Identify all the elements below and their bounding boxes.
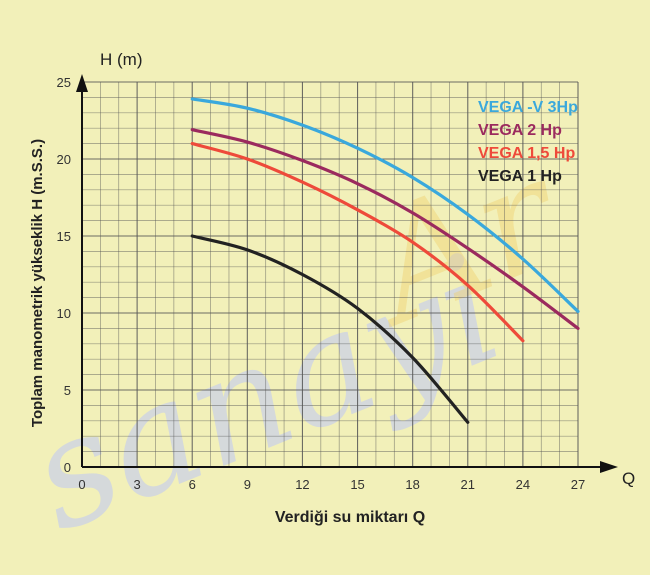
x-tick-label: 18 [405,477,419,492]
x-axis-label: Verdiği su miktarı Q [275,509,425,526]
x-tick-label: 21 [461,477,475,492]
x-axis-symbol: Q [622,469,635,488]
series-lines [190,97,580,424]
legend-entry-4: VEGA 1 Hp [478,168,562,185]
x-tick-label: 24 [516,477,530,492]
x-tick-label: 6 [189,477,196,492]
series-line-4 [190,234,470,424]
legend-entry-3: VEGA 1,5 Hp [478,145,575,162]
x-tick-label: 27 [571,477,585,492]
x-tick-labels: 0 3 6 9 12 15 18 21 24 27 [78,477,585,492]
series-line-2 [190,128,580,330]
y-tick-label: 10 [57,306,71,321]
x-tick-label: 3 [133,477,140,492]
series-line-1 [190,97,580,314]
x-tick-label: 9 [244,477,251,492]
series-line-3 [190,142,525,343]
chart-axes [76,74,618,473]
y-axis-arrow [76,74,88,92]
x-tick-label: 15 [350,477,364,492]
y-tick-labels: 0 5 10 15 20 25 [57,75,71,475]
x-tick-label: 0 [78,477,85,492]
y-tick-label: 20 [57,152,71,167]
x-axis-arrow [600,461,618,473]
legend-entry-1: VEGA -V 3Hp [478,99,578,116]
y-axis-symbol: H (m) [100,50,142,69]
y-tick-label: 5 [64,383,71,398]
legend-entry-2: VEGA 2 Hp [478,122,562,139]
x-tick-label: 12 [295,477,309,492]
y-axis-label: Toplam manometrik yükseklik H (m.S.S.) [29,139,46,427]
y-tick-label: 25 [57,75,71,90]
y-tick-label: 0 [64,460,71,475]
y-tick-label: 15 [57,229,71,244]
chart-legend: VEGA -V 3Hp VEGA 2 Hp VEGA 1,5 Hp VEGA 1 Hp [478,99,578,185]
